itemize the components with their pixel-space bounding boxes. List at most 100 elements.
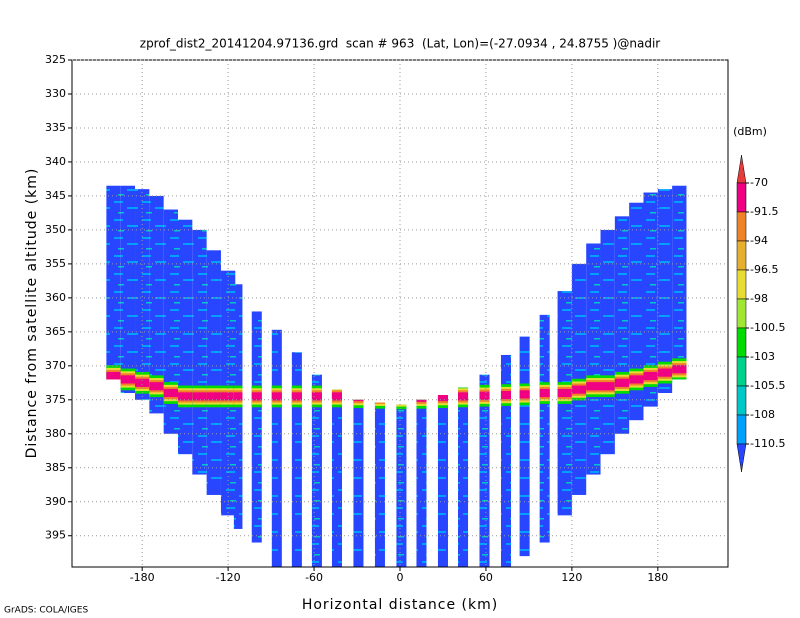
colorbar-segment bbox=[736, 414, 747, 445]
colorbar-tick-label: -94 bbox=[750, 234, 768, 247]
echo-column bbox=[539, 314, 550, 543]
echo-column bbox=[331, 389, 342, 567]
colorbar-segment bbox=[736, 327, 747, 358]
surface-clutter bbox=[233, 392, 243, 401]
surface-clutter bbox=[135, 378, 150, 387]
echo-column bbox=[396, 404, 407, 567]
surface-clutter bbox=[177, 392, 193, 401]
surface-clutter bbox=[557, 388, 572, 398]
echo-column bbox=[163, 209, 178, 434]
y-tick-label: 365 bbox=[45, 325, 66, 338]
surface-clutter bbox=[458, 392, 469, 401]
echo-column bbox=[120, 185, 136, 394]
echo-column bbox=[657, 189, 673, 394]
y-tick-label: 370 bbox=[45, 359, 66, 372]
echo-column bbox=[177, 219, 193, 455]
footer: GrADS: COLA/IGES bbox=[4, 606, 88, 616]
surface-clutter bbox=[600, 382, 615, 391]
echo-column bbox=[437, 395, 448, 567]
echo-column bbox=[291, 352, 302, 567]
y-tick-label: 350 bbox=[45, 223, 66, 236]
echo-column bbox=[311, 374, 322, 567]
surface-clutter bbox=[206, 392, 221, 401]
y-tick-label: 385 bbox=[45, 461, 66, 474]
surface-clutter bbox=[106, 371, 121, 380]
y-axis-label: Distance from satellite altitude (km) bbox=[24, 168, 40, 459]
chart-title: zprof_dist2_20141204.97136.grd scan # 96… bbox=[140, 37, 661, 51]
echo-column bbox=[192, 229, 207, 475]
echo-column bbox=[643, 192, 658, 407]
colorbar-segment bbox=[736, 182, 747, 213]
surface-clutter bbox=[353, 399, 364, 402]
x-tick-label: -60 bbox=[305, 571, 323, 584]
echo-column bbox=[500, 354, 512, 567]
surface-clutter bbox=[571, 385, 587, 394]
echo-column bbox=[586, 243, 601, 475]
echo-column bbox=[271, 329, 282, 567]
surface-clutter bbox=[539, 388, 550, 398]
echo-column bbox=[416, 399, 427, 567]
colorbar-segment bbox=[736, 240, 747, 271]
surface-clutter bbox=[672, 365, 687, 374]
echo-column bbox=[519, 336, 530, 557]
x-tick-label: -180 bbox=[130, 571, 155, 584]
y-tick-label: 325 bbox=[45, 53, 66, 66]
echo-column bbox=[600, 229, 615, 455]
colorbar-tick-label: -100.5 bbox=[750, 321, 785, 334]
surface-clutter bbox=[500, 390, 512, 400]
surface-clutter bbox=[374, 402, 385, 406]
y-tick-label: 355 bbox=[45, 257, 66, 270]
surface-clutter bbox=[291, 392, 302, 401]
x-tick-label: 180 bbox=[647, 571, 668, 584]
y-tick-label: 335 bbox=[45, 121, 66, 134]
y-tick-label: 380 bbox=[45, 427, 66, 440]
surface-clutter bbox=[586, 382, 601, 391]
x-tick-label: 0 bbox=[397, 571, 404, 584]
surface-clutter bbox=[614, 378, 630, 387]
echo-column bbox=[251, 311, 262, 543]
plot-area bbox=[106, 185, 687, 567]
surface-clutter bbox=[374, 402, 385, 404]
surface-clutter bbox=[311, 392, 322, 401]
colorbar-tick-label: -103 bbox=[750, 350, 775, 363]
surface-clutter bbox=[271, 392, 282, 401]
colorbar-tick-label: -98 bbox=[750, 292, 768, 305]
x-axis-label: Horizontal distance (km) bbox=[302, 597, 498, 613]
echo-column bbox=[479, 374, 490, 567]
echo-column bbox=[206, 250, 221, 495]
surface-clutter bbox=[120, 375, 136, 384]
colorbar-tick-label: -96.5 bbox=[750, 263, 778, 276]
y-tick-label: 330 bbox=[45, 87, 66, 100]
x-tick-label: 120 bbox=[561, 571, 582, 584]
echo-column bbox=[149, 195, 164, 414]
surface-clutter bbox=[149, 382, 164, 391]
surface-clutter bbox=[396, 404, 407, 407]
surface-clutter bbox=[643, 371, 658, 381]
colorbar-segment bbox=[736, 269, 747, 300]
echo-column bbox=[672, 185, 687, 380]
surface-clutter bbox=[192, 392, 207, 401]
colorbar-tick-label: -105.5 bbox=[750, 379, 785, 392]
surface-clutter bbox=[629, 375, 644, 384]
echo-column bbox=[374, 402, 385, 567]
colorbar-label: (dBm) bbox=[733, 125, 767, 138]
y-tick-label: 395 bbox=[45, 529, 66, 542]
colorbar-triangle bbox=[736, 154, 747, 184]
colorbar-segment bbox=[736, 211, 747, 242]
colorbar-segment bbox=[736, 298, 747, 329]
colorbar-triangle bbox=[736, 443, 747, 473]
surface-clutter bbox=[479, 391, 490, 400]
echo-column bbox=[135, 189, 150, 400]
y-tick-label: 390 bbox=[45, 495, 66, 508]
colorbar-segment bbox=[736, 356, 747, 387]
surface-clutter bbox=[657, 368, 673, 377]
colorbar-segment bbox=[736, 385, 747, 416]
echo-column bbox=[458, 387, 469, 567]
echo-column bbox=[614, 216, 630, 434]
y-tick-label: 340 bbox=[45, 155, 66, 168]
surface-clutter bbox=[251, 392, 262, 401]
surface-clutter bbox=[416, 399, 427, 402]
colorbar-tick-label: -108 bbox=[750, 408, 775, 421]
y-tick-label: 360 bbox=[45, 291, 66, 304]
